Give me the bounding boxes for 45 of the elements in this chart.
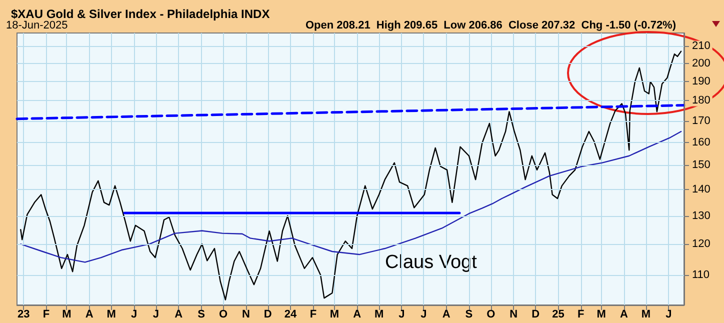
x-tick-label: S — [465, 308, 473, 320]
y-tick-label: 180 — [692, 94, 710, 107]
line-series — [20, 50, 682, 300]
y-tick-label: 140 — [692, 184, 710, 196]
x-tick-label: 23 — [17, 308, 30, 320]
x-tick-label: A — [85, 308, 94, 320]
x-tick-label: J — [398, 308, 405, 320]
x-tick-label: J — [420, 308, 427, 320]
y-tick-label: 120 — [692, 238, 710, 250]
y-tick-label: 150 — [692, 159, 710, 172]
x-tick-label: A — [620, 308, 628, 320]
y-tick-label: 210 — [692, 40, 710, 52]
y-tick-label: 170 — [692, 114, 710, 127]
x-tick-label: F — [42, 308, 50, 320]
x-tick-label: 24 — [284, 308, 298, 320]
y-tick-label: 200 — [692, 57, 710, 70]
x-tick-label: O — [218, 308, 228, 320]
y-tick-label: 160 — [692, 136, 710, 148]
x-tick-label: D — [264, 308, 272, 320]
x-tick-label: M — [62, 308, 72, 320]
x-tick-label: J — [152, 308, 160, 320]
x-tick-label: 25 — [552, 308, 564, 320]
x-tick-label: A — [353, 308, 362, 320]
x-tick-label: N — [242, 308, 250, 320]
y-tick-label: 110 — [692, 268, 710, 281]
x-tick-label: A — [174, 308, 183, 320]
x-tick-label: A — [442, 308, 450, 320]
x-tick-label: M — [596, 308, 606, 320]
x-tick-label: J — [130, 308, 138, 320]
x-tick-label: S — [198, 308, 205, 320]
x-tick-label: N — [510, 308, 518, 320]
chart-title: $XAU Gold & Silver Index - Philadelphia INDX — [11, 7, 270, 21]
text: 18-Jun-2025 — [6, 20, 68, 32]
y-tick-label: 190 — [692, 76, 710, 88]
x-tick-label: F — [310, 308, 317, 320]
text: Open 208.21 High 209.65 Low 206.86 Close 207.32 Chg -1.50 (-0.72%) — [306, 20, 676, 32]
x-tick-label: F — [578, 308, 585, 320]
x-tick-label: J — [666, 308, 672, 320]
x-tick-label: M — [330, 308, 339, 320]
y-tick-label: 130 — [692, 210, 710, 222]
x-tick-label: M — [641, 308, 651, 320]
x-tick-label: M — [106, 308, 116, 320]
x-tick-label: M — [374, 308, 384, 320]
x-tick-label: D — [532, 308, 540, 320]
x-tick-label: O — [486, 308, 496, 320]
